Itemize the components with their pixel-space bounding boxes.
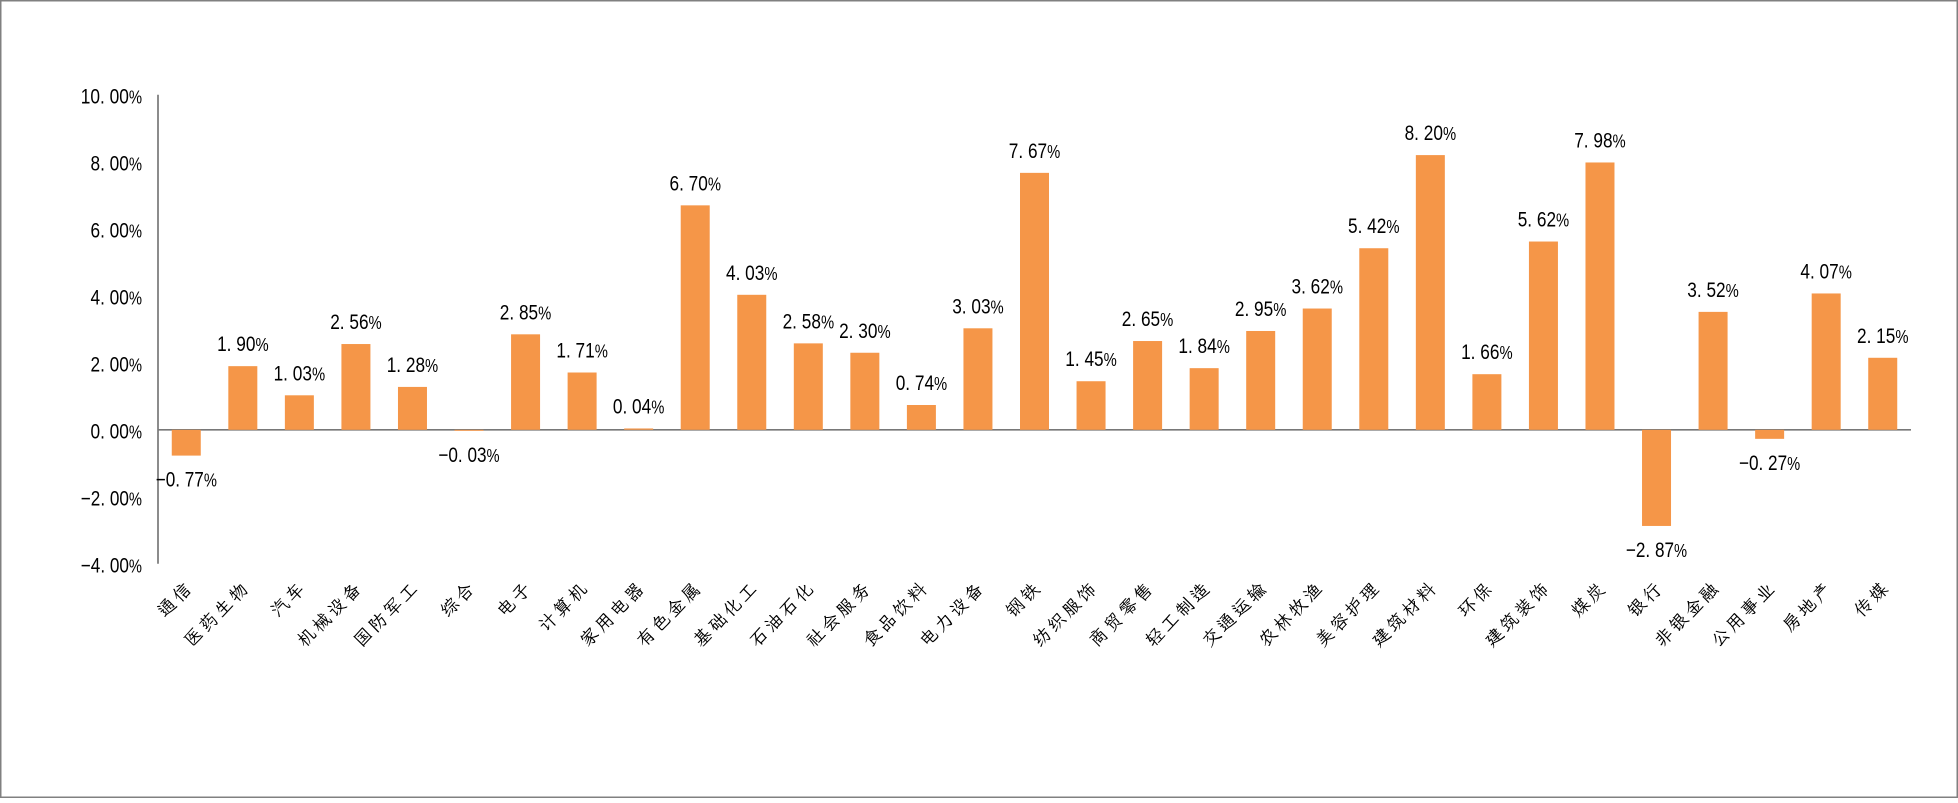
svg-text:−2. 00%: −2. 00% xyxy=(81,488,142,511)
svg-text:1. 84%: 1. 84% xyxy=(1178,335,1230,358)
svg-text:7. 67%: 7. 67% xyxy=(1009,140,1061,163)
svg-text:6. 70%: 6. 70% xyxy=(670,172,722,195)
svg-text:0. 04%: 0. 04% xyxy=(613,396,665,419)
svg-text:1. 03%: 1. 03% xyxy=(274,362,326,385)
svg-text:1. 90%: 1. 90% xyxy=(217,333,269,356)
svg-text:2. 85%: 2. 85% xyxy=(500,301,552,324)
svg-text:2. 30%: 2. 30% xyxy=(839,320,891,343)
svg-text:4. 07%: 4. 07% xyxy=(1800,261,1852,284)
svg-text:2. 15%: 2. 15% xyxy=(1857,325,1909,348)
svg-text:5. 62%: 5. 62% xyxy=(1518,209,1570,232)
svg-text:−0. 77%: −0. 77% xyxy=(156,469,217,492)
svg-text:2. 58%: 2. 58% xyxy=(783,310,835,333)
svg-text:3. 52%: 3. 52% xyxy=(1687,279,1739,302)
svg-text:5. 42%: 5. 42% xyxy=(1348,215,1400,238)
svg-text:−0. 27%: −0. 27% xyxy=(1739,452,1800,475)
svg-text:4. 03%: 4. 03% xyxy=(726,262,778,285)
svg-text:−2. 87%: −2. 87% xyxy=(1626,539,1687,562)
svg-text:8. 20%: 8. 20% xyxy=(1405,122,1457,145)
svg-text:10. 00%: 10. 00% xyxy=(81,86,142,109)
svg-text:3. 62%: 3. 62% xyxy=(1292,276,1344,299)
svg-text:2. 65%: 2. 65% xyxy=(1122,308,1174,331)
svg-text:−0. 03%: −0. 03% xyxy=(438,444,499,467)
svg-text:1. 66%: 1. 66% xyxy=(1461,341,1513,364)
svg-text:8. 00%: 8. 00% xyxy=(91,153,143,176)
svg-text:7. 98%: 7. 98% xyxy=(1574,130,1626,153)
svg-text:1. 45%: 1. 45% xyxy=(1065,348,1117,371)
svg-text:2. 95%: 2. 95% xyxy=(1235,298,1287,321)
svg-text:1. 71%: 1. 71% xyxy=(556,340,608,363)
svg-text:−4. 00%: −4. 00% xyxy=(81,555,142,578)
svg-text:2. 56%: 2. 56% xyxy=(330,311,382,334)
svg-text:0. 74%: 0. 74% xyxy=(896,372,948,395)
svg-text:3. 03%: 3. 03% xyxy=(952,295,1004,318)
svg-text:4. 00%: 4. 00% xyxy=(91,287,143,310)
svg-text:0. 00%: 0. 00% xyxy=(91,421,143,444)
svg-text:2. 00%: 2. 00% xyxy=(91,354,143,377)
svg-text:6. 00%: 6. 00% xyxy=(91,220,143,243)
svg-text:1. 28%: 1. 28% xyxy=(387,354,439,377)
